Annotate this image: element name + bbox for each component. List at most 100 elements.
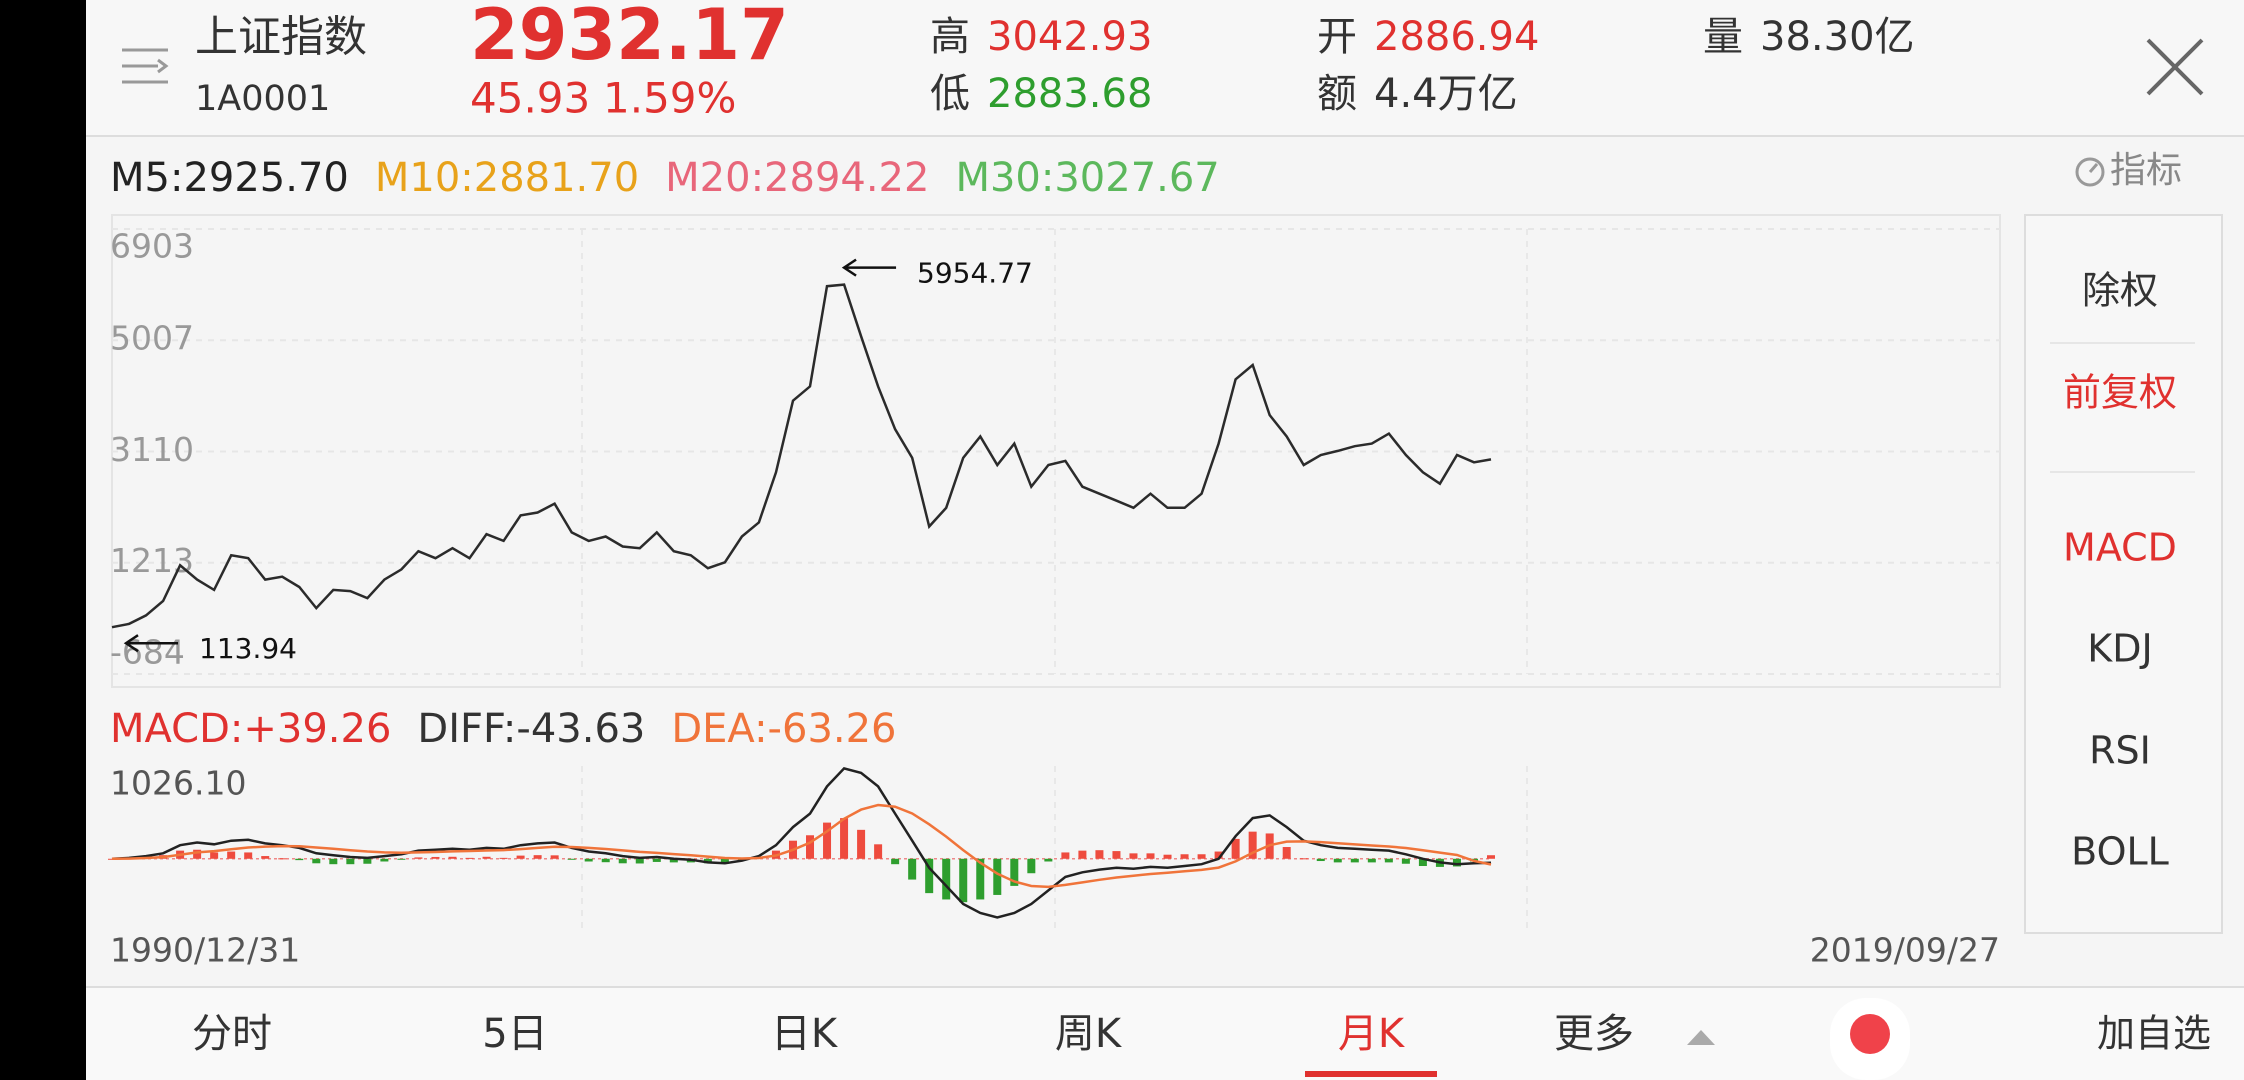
macd-bar (533, 855, 542, 859)
indicator-value: M20:2894.22 (665, 155, 929, 201)
sidebar-item[interactable]: 除权 (2082, 269, 2158, 313)
macd-bar (652, 858, 661, 862)
macd-bar (1299, 858, 1308, 860)
macd-bar (210, 852, 219, 859)
macd-bar (312, 858, 321, 864)
tab[interactable]: 日K (771, 1011, 839, 1057)
macd-bar (1129, 853, 1138, 859)
y-tick-label: 3110 (110, 430, 194, 469)
macd-bar (720, 858, 729, 863)
add-watchlist[interactable]: 加自选 (2097, 1012, 2211, 1056)
macd-bar (601, 858, 610, 863)
macd-bar (1231, 838, 1240, 859)
macd-bar (414, 857, 423, 859)
record-button[interactable] (1830, 998, 1910, 1080)
macd-bar (1452, 858, 1461, 867)
menu-icon[interactable] (122, 48, 169, 84)
y-tick-label: 5007 (110, 319, 194, 358)
change: 45.93 (470, 74, 590, 123)
macd-bar (193, 849, 202, 859)
macd-bar (1078, 850, 1087, 859)
indicator-value: M5:2925.70 (110, 155, 349, 201)
macd-bar (1112, 851, 1121, 859)
sidebar-item[interactable]: RSI (2089, 729, 2151, 773)
sidebar-item[interactable]: KDJ (2087, 627, 2152, 671)
volume-label: 量 (1703, 14, 1743, 60)
macd-bar (942, 858, 951, 900)
macd-bar (1333, 858, 1342, 863)
macd-bar (1350, 858, 1359, 863)
macd-bar (567, 858, 576, 860)
macd-bar (1044, 858, 1053, 862)
macd-bar (1401, 858, 1410, 864)
sidebar-item[interactable]: BOLL (2071, 830, 2169, 874)
macd-bar (703, 858, 712, 864)
macd-bar (669, 858, 678, 863)
low-label: 低 (930, 71, 970, 117)
tab[interactable]: 分时 (192, 1011, 272, 1057)
macd-bar (1061, 852, 1070, 859)
macd-bar (363, 858, 372, 864)
macd-bar (840, 818, 849, 859)
macd-bar (431, 856, 440, 859)
macd-bar (891, 858, 900, 865)
sidebar-item[interactable]: 前复权 (2063, 371, 2177, 415)
amount-label: 额 (1317, 71, 1357, 117)
macd-bar (806, 835, 815, 859)
macd-bar (1282, 847, 1291, 859)
amount: 4.4万亿 (1374, 71, 1518, 117)
macd-line (111, 767, 1492, 919)
macd-bar (823, 822, 832, 859)
indicator-value: M10:2881.70 (375, 155, 639, 201)
macd-bar (635, 858, 644, 864)
macd-bar (925, 858, 934, 894)
change-pct: 1.59% (603, 74, 736, 123)
macd-bar (261, 856, 270, 859)
macd-bar (244, 852, 253, 859)
tab[interactable]: 5日 (482, 1011, 547, 1057)
macd-bar (516, 855, 525, 859)
macd-bar (499, 857, 508, 859)
price: 2932.17 (470, 0, 789, 76)
annotation-arrow (123, 634, 178, 653)
macd-bar (959, 858, 968, 903)
tab[interactable]: 月K (1338, 1011, 1406, 1057)
sidebar (2024, 214, 2223, 934)
annotation: 5954.77 (917, 257, 1033, 290)
macd-bar (1010, 858, 1019, 886)
macd-bar (1163, 854, 1172, 859)
macd-bar (1197, 854, 1206, 859)
macd-bar (1367, 858, 1376, 863)
indicator-value: DEA:-63.26 (671, 706, 896, 752)
macd-bar (448, 856, 457, 859)
sidebar-item[interactable]: MACD (2063, 526, 2177, 570)
high: 3042.93 (987, 14, 1152, 60)
macd-bar (976, 858, 985, 900)
tab[interactable]: 更多 (1554, 1011, 1634, 1057)
tab[interactable]: 周K (1055, 1011, 1123, 1057)
macd-bar (380, 858, 389, 862)
close-button[interactable] (2146, 38, 2204, 96)
macd-bar (482, 856, 491, 859)
tab-underline (1305, 1071, 1437, 1077)
macd-bar (1146, 853, 1155, 859)
y-tick-label: -684 (110, 633, 185, 672)
date-label: 1990/12/31 (110, 931, 300, 970)
macd-bar (1487, 855, 1495, 859)
macd-bar (397, 858, 406, 860)
indicator-value: M30:3027.67 (955, 155, 1219, 201)
macd-bar (465, 857, 474, 859)
low: 2883.68 (987, 71, 1152, 117)
y-tick-label: 1213 (110, 541, 194, 580)
background (86, 0, 2244, 1080)
index-name: 上证指数 (195, 13, 367, 63)
macd-bar (908, 858, 917, 880)
indicator-button[interactable]: 指标 (2075, 150, 2182, 191)
price-line (111, 283, 1492, 629)
macd-bar (295, 858, 304, 861)
header (86, 0, 2244, 136)
indicator-title: 指标 (2110, 150, 2182, 191)
macd-bar (1316, 858, 1325, 862)
